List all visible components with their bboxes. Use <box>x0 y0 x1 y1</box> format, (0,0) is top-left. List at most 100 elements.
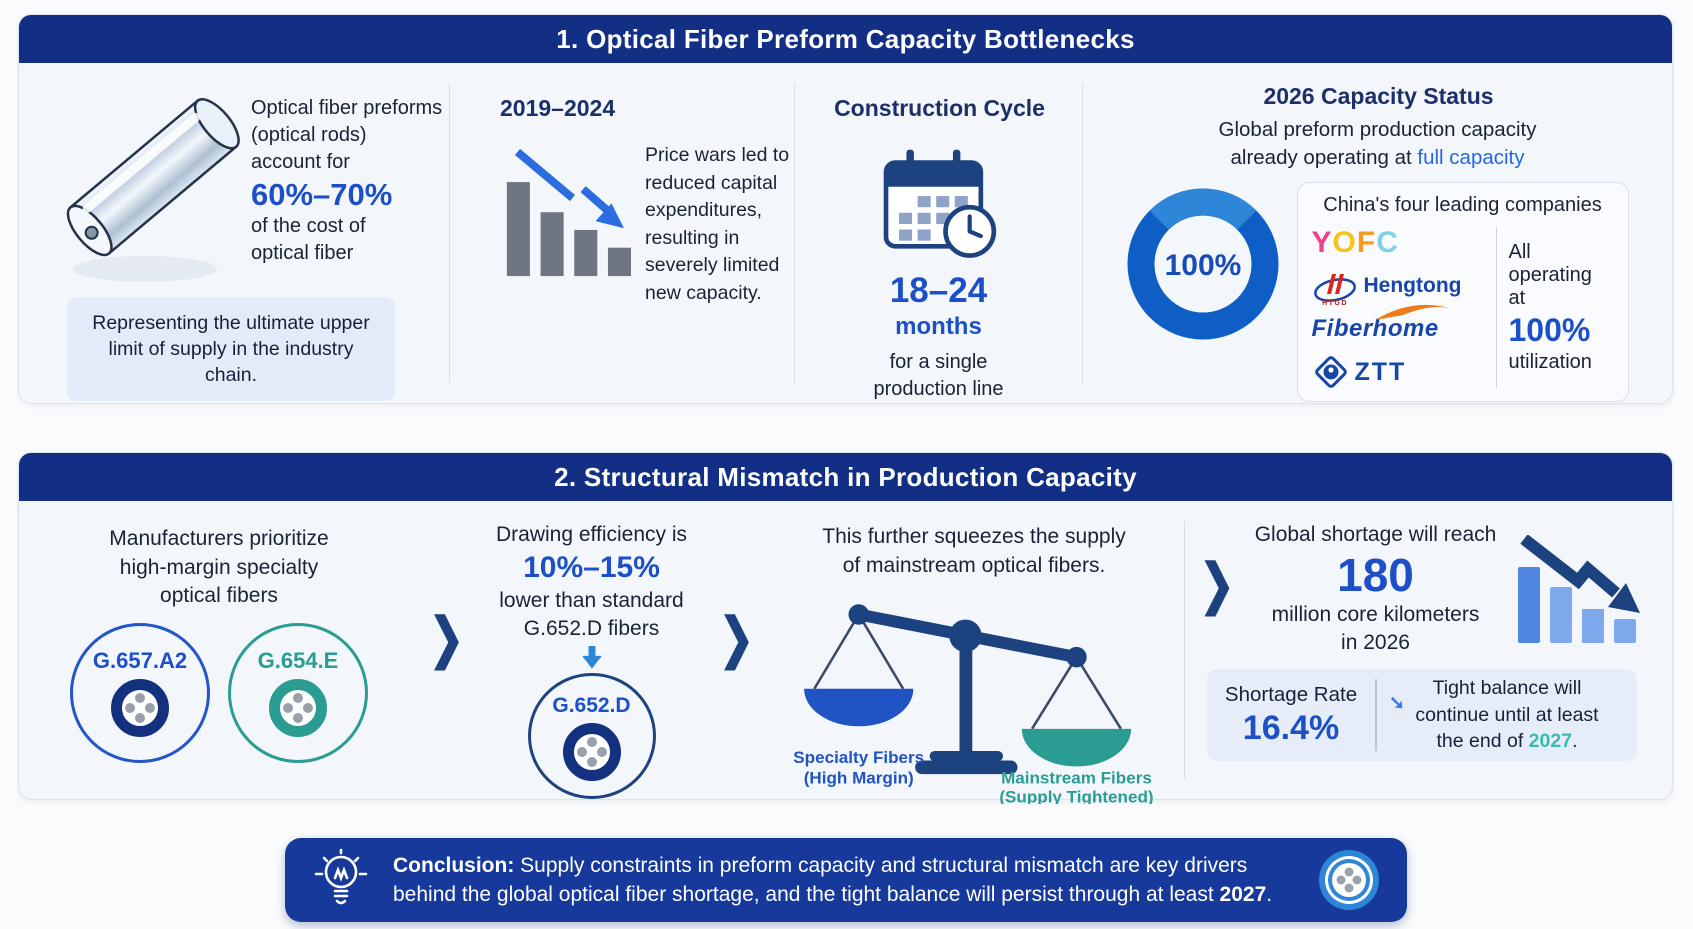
conclusion-line: behind the global optical fiber shortage… <box>393 883 1220 906</box>
drawing-efficiency-column: Drawing efficiency is 10%–15% lower than… <box>474 501 709 799</box>
divider <box>1082 83 1083 383</box>
yofc-letter: F <box>1356 226 1377 259</box>
conclusion-text: Conclusion: Supply constraints in prefor… <box>393 851 1317 909</box>
price-wars-text: Price wars led to reduced capital expend… <box>645 144 790 304</box>
conclusion-line: Supply constraints in preform capacity a… <box>514 854 1248 877</box>
squeeze-line: of mainstream optical fibers. <box>842 553 1106 577</box>
chevron-right-icon: ❯ <box>718 606 755 668</box>
section-structural-mismatch: 2. Structural Mismatch in Production Cap… <box>18 452 1673 806</box>
fiberhome-name: Fiberhome <box>1311 315 1439 342</box>
price-wars-column: 2019–2024 Price wars led to reduced capi… <box>450 63 794 403</box>
declining-bar-chart-icon <box>506 148 632 277</box>
mainstream-pan-label: Mainstream Fibers <box>1001 769 1152 788</box>
tight-balance-note: ➘ Tight balance will continue until at l… <box>1377 669 1637 761</box>
shortage-rate-value: 16.4% <box>1242 708 1340 747</box>
tight-balance-text: the end of <box>1436 730 1529 753</box>
capacity-status-title: 2026 Capacity Status <box>1263 83 1494 109</box>
hengtong-mark-icon: HTGD <box>1313 274 1356 306</box>
construction-caption: production line <box>873 378 1004 400</box>
shortage-rate-label: Shortage Rate <box>1224 682 1358 706</box>
section-preform-bottlenecks: 1. Optical Fiber Preform Capacity Bottle… <box>18 14 1673 404</box>
fiberhome-logo: Fiberhome <box>1311 304 1484 347</box>
divider <box>794 83 795 383</box>
balance-scale-graphic: Specialty Fibers (High Margin) Mainstrea… <box>793 604 1154 806</box>
capacity-subtitle-text: already operating at <box>1230 146 1418 169</box>
year-highlight: 2027 <box>1528 730 1573 753</box>
construction-duration-unit: months <box>895 313 982 340</box>
preform-line: optical fiber <box>251 242 354 264</box>
fiber-g657a2-badge: G.657.A2 <box>70 622 210 763</box>
chevron-right-icon: ❯ <box>428 606 465 668</box>
arrow-down-right-icon: ➘ <box>1389 693 1405 714</box>
specialty-fibers-column: Manufacturers prioritize high-margin spe… <box>19 501 419 799</box>
conclusion-label: Conclusion: <box>393 854 515 877</box>
year-highlight: 2027 <box>1219 883 1267 906</box>
leading-companies-box: China's four leading companies Y O F C <box>1296 182 1629 402</box>
ztt-logo: ZTT <box>1312 354 1484 390</box>
hengtong-logo: HTGD Hengtong <box>1312 268 1484 306</box>
fiber-g657a2-label: G.657.A2 <box>92 647 188 673</box>
hengtong-mark-text: HTGD <box>1322 300 1348 306</box>
shortage-line: million core kilometers <box>1271 603 1480 626</box>
squeeze-line: This further squeezes the supply <box>822 525 1126 548</box>
mainstream-pan-label: (Supply Tightened) <box>999 787 1153 804</box>
utilization-line: utilization <box>1508 351 1592 373</box>
tight-balance-text: . <box>1572 730 1578 753</box>
yofc-letter: C <box>1376 226 1399 259</box>
tight-balance-line: the end of 2027. <box>1387 728 1627 755</box>
preform-line: account for <box>251 151 350 173</box>
fiberhome-swoosh-icon <box>1374 304 1453 320</box>
preform-line: of the cost of <box>251 215 366 237</box>
shortage-column: ❯ Global shortage will reach 180 million… <box>1185 501 1672 799</box>
utilization-line: All operating at <box>1508 241 1592 309</box>
donut-value-label: 100% <box>1164 249 1241 282</box>
conclusion-line: . <box>1266 883 1273 906</box>
specialty-line: Manufacturers prioritize <box>109 527 329 550</box>
declining-bar-chart-icon <box>1518 535 1640 643</box>
utilization-value: 100% <box>1508 312 1591 348</box>
preform-callout: Representing the ultimate upper limit of… <box>67 297 395 401</box>
yofc-logo: Y O F C <box>1312 225 1484 261</box>
utilization-donut-chart: 100% <box>1127 188 1278 340</box>
drawing-line: G.652.D fibers <box>523 617 660 640</box>
tight-balance-line: Tight balance will <box>1432 677 1582 700</box>
section1-title: 1. Optical Fiber Preform Capacity Bottle… <box>556 23 1135 54</box>
divider <box>449 83 450 383</box>
capacity-subtitle: Global preform production capacity <box>1218 118 1537 141</box>
section2-title: 2. Structural Mismatch in Production Cap… <box>554 461 1137 492</box>
preform-text: Optical fiber preforms (optical rods) ac… <box>251 79 442 291</box>
specialty-line: high-margin specialty <box>119 555 319 579</box>
fiber-g654e-badge: G.654.E <box>228 622 368 763</box>
drawing-line: lower than standard <box>499 589 684 612</box>
preform-cost-share-stat: 60%–70% <box>251 177 393 212</box>
preform-line: Optical fiber preforms <box>251 97 443 119</box>
tight-balance-line: continue until at least <box>1415 703 1599 726</box>
lightbulb-icon <box>314 848 368 905</box>
section1-header: 1. Optical Fiber Preform Capacity Bottle… <box>19 15 1672 63</box>
shortage-line: in 2026 <box>1341 631 1410 654</box>
specialty-pan-label: Specialty Fibers <box>793 748 924 767</box>
section2-header: 2. Structural Mismatch in Production Cap… <box>19 453 1672 501</box>
construction-cycle-title: Construction Cycle <box>834 95 1045 121</box>
fiber-cross-section-icon <box>562 722 621 781</box>
yofc-letter: O <box>1332 226 1357 259</box>
divider <box>1184 521 1185 779</box>
divider <box>1375 679 1377 751</box>
shortage-line: Global shortage will reach <box>1254 523 1497 546</box>
preform-line: (optical rods) <box>251 124 367 146</box>
specialty-pan-label: (High Margin) <box>804 769 914 788</box>
capacity-status-column: 2026 Capacity Status Global preform prod… <box>1083 63 1672 403</box>
preform-cylinder-icon <box>66 98 240 282</box>
fiber-cross-section-icon <box>111 678 169 737</box>
drawing-line: Drawing efficiency is <box>495 523 688 546</box>
shortage-stat: 180 <box>1337 549 1414 601</box>
construction-cycle-column: Construction Cycle 18–24 months for a si… <box>795 63 1082 403</box>
squeeze-column: This further squeezes the supply of main… <box>764 501 1184 806</box>
fiber-g652d-badge: G.652.D <box>527 672 656 799</box>
price-wars-period: 2019–2024 <box>500 95 616 121</box>
shortage-rate-box: Shortage Rate 16.4% ➘ Tight balance will… <box>1207 669 1637 761</box>
hengtong-name: Hengtong <box>1363 274 1462 297</box>
companies-box-title: China's four leading companies <box>1323 194 1602 216</box>
divider <box>1495 227 1497 388</box>
yofc-letter: Y <box>1311 226 1333 259</box>
